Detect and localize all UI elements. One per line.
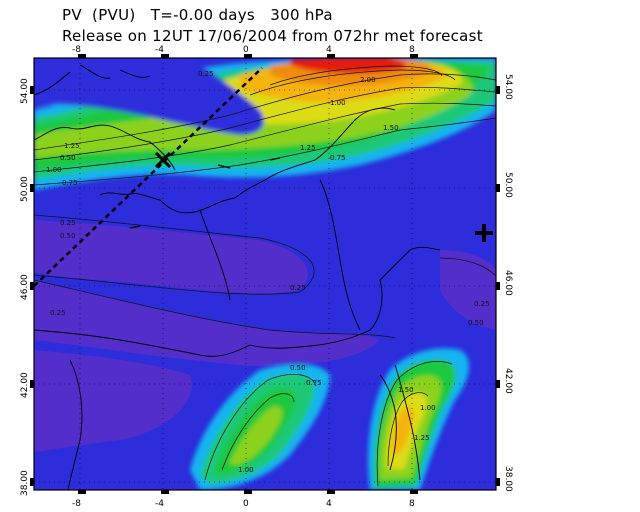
contour-lines: [34, 65, 496, 487]
lat-labels-left: 54.00 50.00 46.00 42.00 38.00: [20, 78, 30, 496]
trajectory-marker-x: [154, 151, 172, 169]
lon-label: -8: [72, 499, 81, 509]
contour-label: 0.75: [330, 154, 346, 162]
contour-label: 1.25: [64, 142, 80, 150]
contour-label: 0.25: [50, 309, 66, 317]
lat-label: 42.00: [503, 368, 513, 394]
contour-label: 1.00: [420, 404, 436, 412]
trajectory-ticks: [129, 157, 281, 229]
lon-label: -8: [72, 45, 81, 55]
contour-label: 1.00: [238, 466, 254, 474]
northern-jet: [34, 58, 496, 190]
lon-labels-bottom: -8 -4 0 4 8: [72, 499, 415, 509]
contour-label: 0.50: [60, 154, 76, 162]
lon-labels-top: -8 -4 0 4 8: [72, 45, 415, 55]
contour-label: 1.50: [383, 124, 399, 132]
lat-label: 38.00: [503, 466, 513, 492]
contour-label: 1.00: [330, 99, 346, 107]
south-west-blob: [190, 363, 330, 490]
contour-label: 0.25: [198, 70, 214, 78]
lat-label: 50.00: [20, 176, 30, 202]
release-point-plus: [475, 224, 493, 242]
lon-label: 8: [409, 45, 415, 55]
lon-label: 0: [243, 499, 249, 509]
contour-label: 1.50: [398, 386, 414, 394]
contour-label: 2.00: [360, 76, 376, 84]
lon-label: -4: [155, 499, 164, 509]
lat-label: 38.00: [20, 470, 30, 496]
contour-label: 0.25: [474, 300, 490, 308]
lat-label: 42.00: [20, 372, 30, 398]
lon-label: 8: [409, 499, 415, 509]
lon-label: 0: [243, 45, 249, 55]
contour-label: 1.00: [46, 166, 62, 174]
pv-field: 0.25 0.50 0.75 1.00 1.25 1.50 2.00 0.25 …: [34, 58, 496, 490]
coastlines: [34, 64, 441, 490]
map-frame: [33, 57, 497, 491]
map-subtitle: Release on 12UT 17/06/2004 from 072hr me…: [62, 27, 483, 45]
lon-label: 4: [326, 45, 332, 55]
contour-label: 1.25: [300, 144, 316, 152]
contour-label: 0.50: [290, 364, 306, 372]
lon-label: -4: [155, 45, 164, 55]
graticule: [34, 58, 496, 490]
contour-value-labels: 0.25 0.50 0.75 1.00 1.25 1.50 2.00 0.25 …: [46, 70, 490, 474]
lat-labels-right: 54.00 50.00 46.00 42.00 38.00: [503, 74, 513, 492]
lat-label: 46.00: [503, 270, 513, 296]
contour-label: 0.75: [62, 179, 78, 187]
contour-label: 0.50: [468, 319, 484, 327]
lon-label: 4: [326, 499, 332, 509]
contour-label: 0.25: [60, 219, 76, 227]
lat-label: 46.00: [20, 274, 30, 300]
trajectory-line: [34, 67, 263, 287]
contour-label: 0.25: [290, 284, 306, 292]
axis-tick-marks: [30, 54, 500, 494]
contour-label: 0.75: [306, 379, 322, 387]
contour-label: 1.25: [414, 434, 430, 442]
map-title: PV (PVU) T=-0.00 days 300 hPa: [62, 6, 333, 24]
lat-label: 54.00: [20, 78, 30, 104]
lat-label: 54.00: [503, 74, 513, 100]
contour-label: 0.50: [60, 232, 76, 240]
lat-label: 50.00: [503, 172, 513, 198]
